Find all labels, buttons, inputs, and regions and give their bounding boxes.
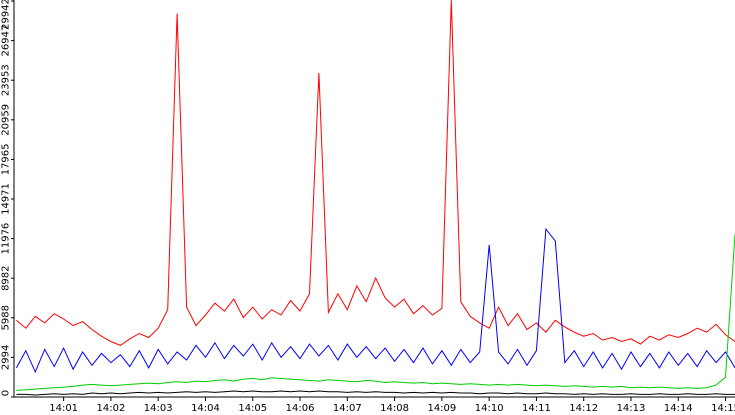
series-line bbox=[16, 390, 735, 396]
series-line bbox=[15, 227, 735, 374]
y-tick-label: 8982 bbox=[0, 265, 11, 290]
x-tick-label: 14:05 bbox=[238, 403, 267, 414]
x-tick-label: 14:12 bbox=[569, 403, 598, 414]
y-tick-label: 17965 bbox=[0, 143, 11, 175]
x-tick-label: 14:13 bbox=[617, 403, 646, 414]
x-tick-label: 14:15 bbox=[711, 403, 735, 414]
x-tick-label: 14:10 bbox=[475, 403, 504, 414]
y-tick-label: 29942 bbox=[0, 0, 11, 30]
x-tick-label: 14:09 bbox=[427, 403, 456, 414]
x-tick-label: 14:08 bbox=[380, 403, 409, 414]
x-tick-label: 14:01 bbox=[49, 403, 78, 414]
y-tick-label: 2994 bbox=[0, 345, 11, 370]
x-tick-label: 14:14 bbox=[664, 403, 693, 414]
x-tick-label: 14:07 bbox=[333, 403, 362, 414]
y-tick-label: 20959 bbox=[0, 104, 11, 136]
y-tick-label: 5988 bbox=[0, 305, 11, 330]
x-tick-label: 14:11 bbox=[522, 403, 551, 414]
x-tick-label: 14:06 bbox=[286, 403, 315, 414]
series-line bbox=[16, 0, 735, 346]
y-tick-label: 11976 bbox=[0, 223, 11, 255]
y-tick-label: 23953 bbox=[0, 64, 11, 96]
y-tick-label: 14971 bbox=[0, 183, 11, 215]
y-tick-label: 0 bbox=[0, 390, 11, 396]
x-tick-label: 14:04 bbox=[191, 403, 220, 414]
x-tick-label: 14:03 bbox=[144, 403, 173, 414]
x-tick-label: 14:02 bbox=[97, 403, 126, 414]
y-tick-label: 26947 bbox=[0, 25, 11, 57]
series-line bbox=[16, 234, 735, 391]
